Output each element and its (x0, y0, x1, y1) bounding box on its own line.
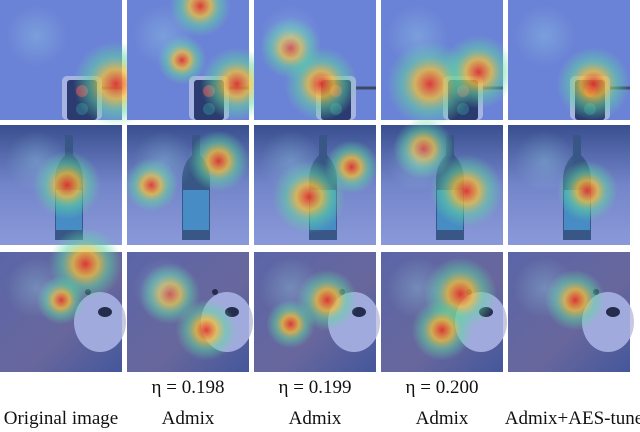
haze (387, 5, 449, 67)
haze (6, 130, 68, 192)
eta-label: η = 0.199 (279, 377, 352, 398)
haze (514, 130, 576, 192)
heatmap-cell (508, 252, 634, 372)
haze (260, 257, 322, 319)
haze (133, 5, 195, 67)
column-label: Admix (416, 408, 469, 429)
heatmap-cell (381, 252, 507, 372)
heatmap-cell (127, 252, 253, 372)
heat-spot (556, 47, 630, 121)
heatmap-cell (254, 0, 376, 121)
eta-label: η = 0.198 (152, 377, 225, 398)
haze (133, 130, 195, 192)
eta-label: η = 0.200 (406, 377, 479, 398)
heatmap-cell (254, 252, 380, 372)
haze (260, 130, 322, 192)
nose (98, 307, 112, 317)
haze (514, 257, 576, 319)
haze (6, 257, 68, 319)
heatmap-cell (127, 0, 274, 121)
haze (133, 257, 195, 319)
heat-spot (442, 35, 516, 109)
nose (606, 307, 620, 317)
heatmap-cell (0, 125, 122, 245)
column-label: Original image (4, 408, 119, 429)
heat-spot (324, 140, 379, 194)
bottle-label (183, 190, 209, 230)
column-label: Admix (289, 408, 342, 429)
heatmap-cell (381, 0, 516, 127)
haze (387, 257, 449, 319)
muzzle (74, 292, 126, 352)
heatmap-cell (254, 125, 379, 245)
heat-spot (175, 299, 237, 361)
haze (260, 5, 322, 67)
heat-spot (188, 130, 249, 192)
heatmap-cell (0, 227, 126, 372)
column-label: Admix (162, 408, 215, 429)
haze (387, 130, 449, 192)
heat-spot (556, 160, 618, 222)
eye (212, 289, 218, 295)
heat-spot (429, 154, 503, 228)
haze (6, 5, 68, 67)
haze (514, 5, 576, 67)
heatmap-cell (0, 0, 159, 127)
heatmap-cell (508, 125, 630, 245)
heatmap-cell (508, 0, 630, 121)
column-label: Admix+AES-tune (505, 408, 640, 429)
heatmap-cell (381, 118, 503, 245)
heatmap-cell (124, 125, 249, 245)
